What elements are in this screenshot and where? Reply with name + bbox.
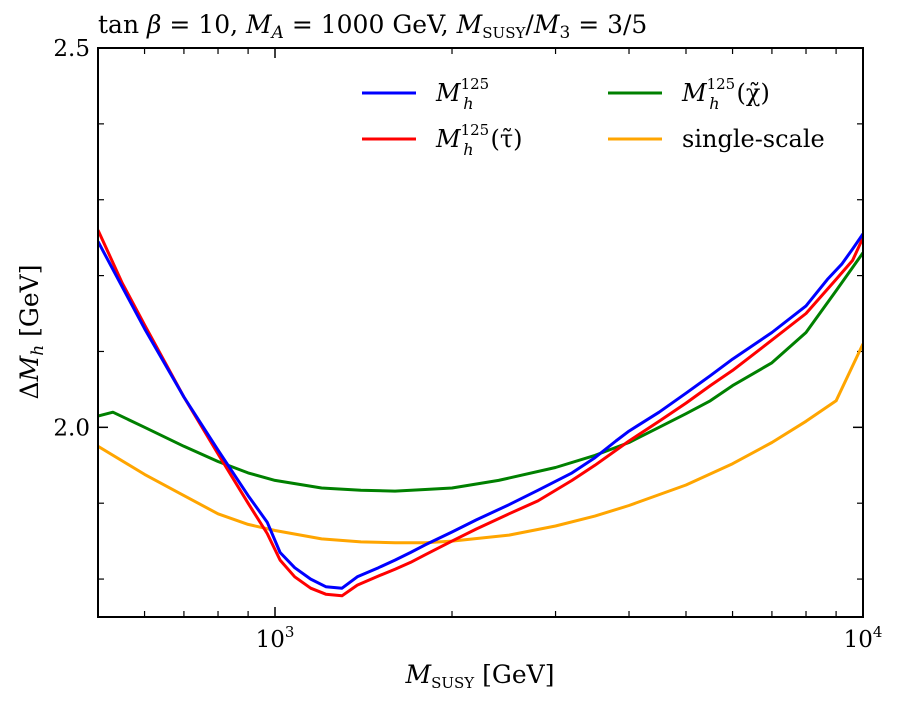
plot-lines (98, 229, 863, 598)
legend-label-2: M125 h (χ̃) (681, 75, 770, 113)
x-tick-label: 103 (256, 623, 295, 653)
y-axis-label: ΔMh [GeV] (15, 265, 48, 400)
legend-label-0: M125 h (435, 75, 489, 113)
series-line-1 (98, 229, 863, 598)
legend-label-3: single-scale (682, 125, 825, 153)
plot-frame (97, 47, 864, 618)
tick-labels: 2.0 2.5 103 104 (53, 36, 882, 653)
series-line-2 (98, 251, 863, 493)
series-line-0 (98, 233, 863, 590)
x-tick-label: 104 (844, 623, 883, 653)
legend-label-1: M125 h (τ̃) (435, 121, 523, 159)
chart-title: tan β = 10, MA = 1000 GeV, MSUSY/M3 = 3/… (98, 10, 647, 43)
x-axis-label: MSUSY [GeV] (405, 660, 555, 692)
y-tick-label: 2.0 (53, 415, 90, 441)
y-tick-label: 2.5 (53, 36, 90, 62)
legend: M125 h M125 h (τ̃) M125 h (χ̃) single-scale (362, 75, 825, 159)
